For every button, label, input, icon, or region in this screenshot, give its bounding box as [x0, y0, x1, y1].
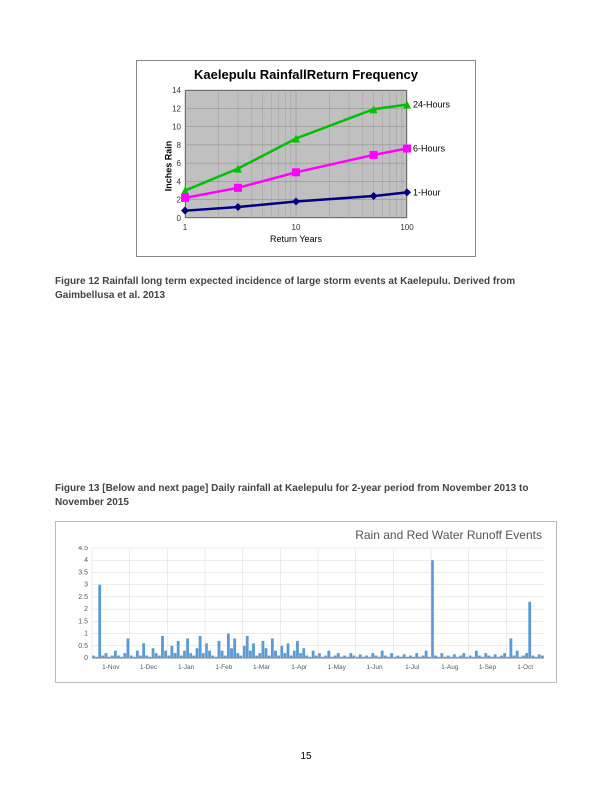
svg-text:1-Sep: 1-Sep	[479, 664, 497, 671]
figure13-caption: Figure 13 [Below and next page] Daily ra…	[55, 482, 557, 509]
svg-text:4.5: 4.5	[78, 546, 88, 552]
svg-text:2: 2	[177, 196, 182, 205]
svg-text:0: 0	[84, 655, 88, 662]
chart1: Kaelepulu RainfallReturn Frequency 0 2 4 6 8…	[136, 60, 476, 257]
svg-text:1-May: 1-May	[328, 664, 347, 671]
svg-text:6: 6	[177, 159, 182, 168]
svg-text:10: 10	[292, 223, 301, 232]
svg-text:1: 1	[84, 631, 88, 638]
svg-text:4: 4	[177, 177, 182, 186]
svg-text:1-Oct: 1-Oct	[517, 664, 533, 671]
svg-text:0.5: 0.5	[78, 643, 88, 650]
chart1-title: Kaelepulu RainfallReturn Frequency	[145, 67, 467, 82]
page-number: 15	[300, 751, 311, 762]
chart1-plot: 0 2 4 6 8 10 12 14 1 10 100 Return Years 24-Hours 6-H…	[145, 86, 467, 246]
chart1-container: Kaelepulu RainfallReturn Frequency 0 2 4 6 8…	[55, 60, 557, 257]
svg-text:1-Jan: 1-Jan	[178, 664, 195, 671]
svg-text:14: 14	[172, 86, 181, 95]
svg-text:6-Hours: 6-Hours	[413, 144, 446, 154]
svg-text:0: 0	[177, 214, 182, 223]
svg-text:1-Apr: 1-Apr	[291, 664, 308, 671]
svg-text:1-Feb: 1-Feb	[215, 664, 232, 671]
chart2-plot: 0 0.5 1 1.5 2 2.5 3 3.5 4 4.5 1-Nov 1-Dec 1-Jan 1-Feb…	[64, 546, 548, 676]
svg-text:24-Hours: 24-Hours	[413, 100, 451, 110]
svg-text:1-Hour: 1-Hour	[413, 187, 441, 197]
svg-text:1-Nov: 1-Nov	[102, 664, 120, 671]
figure12-caption: Figure 12 Rainfall long term expected in…	[55, 275, 557, 302]
svg-text:3: 3	[84, 582, 88, 589]
svg-text:3.5: 3.5	[78, 569, 88, 576]
svg-text:100: 100	[400, 223, 414, 232]
svg-text:1-Jun: 1-Jun	[366, 664, 383, 671]
svg-text:12: 12	[172, 104, 181, 113]
svg-text:1-Aug: 1-Aug	[441, 664, 459, 671]
svg-text:4: 4	[84, 557, 88, 564]
svg-text:Return Years: Return Years	[270, 234, 323, 244]
chart2-title: Rain and Red Water Runoff Events	[64, 528, 548, 542]
svg-text:2.5: 2.5	[78, 594, 88, 601]
svg-text:1: 1	[183, 223, 188, 232]
svg-text:10: 10	[172, 123, 181, 132]
svg-text:1-Jul: 1-Jul	[405, 664, 420, 671]
svg-text:1-Mar: 1-Mar	[253, 664, 271, 671]
chart2-container: Rain and Red Water Runoff Events 0 0.5 1 1.…	[55, 521, 557, 683]
svg-text:1.5: 1.5	[78, 618, 88, 625]
svg-text:2: 2	[84, 606, 88, 613]
chart1-ylabel: Inches Rain	[163, 141, 173, 192]
svg-text:8: 8	[177, 141, 182, 150]
svg-text:1-Dec: 1-Dec	[140, 664, 158, 671]
